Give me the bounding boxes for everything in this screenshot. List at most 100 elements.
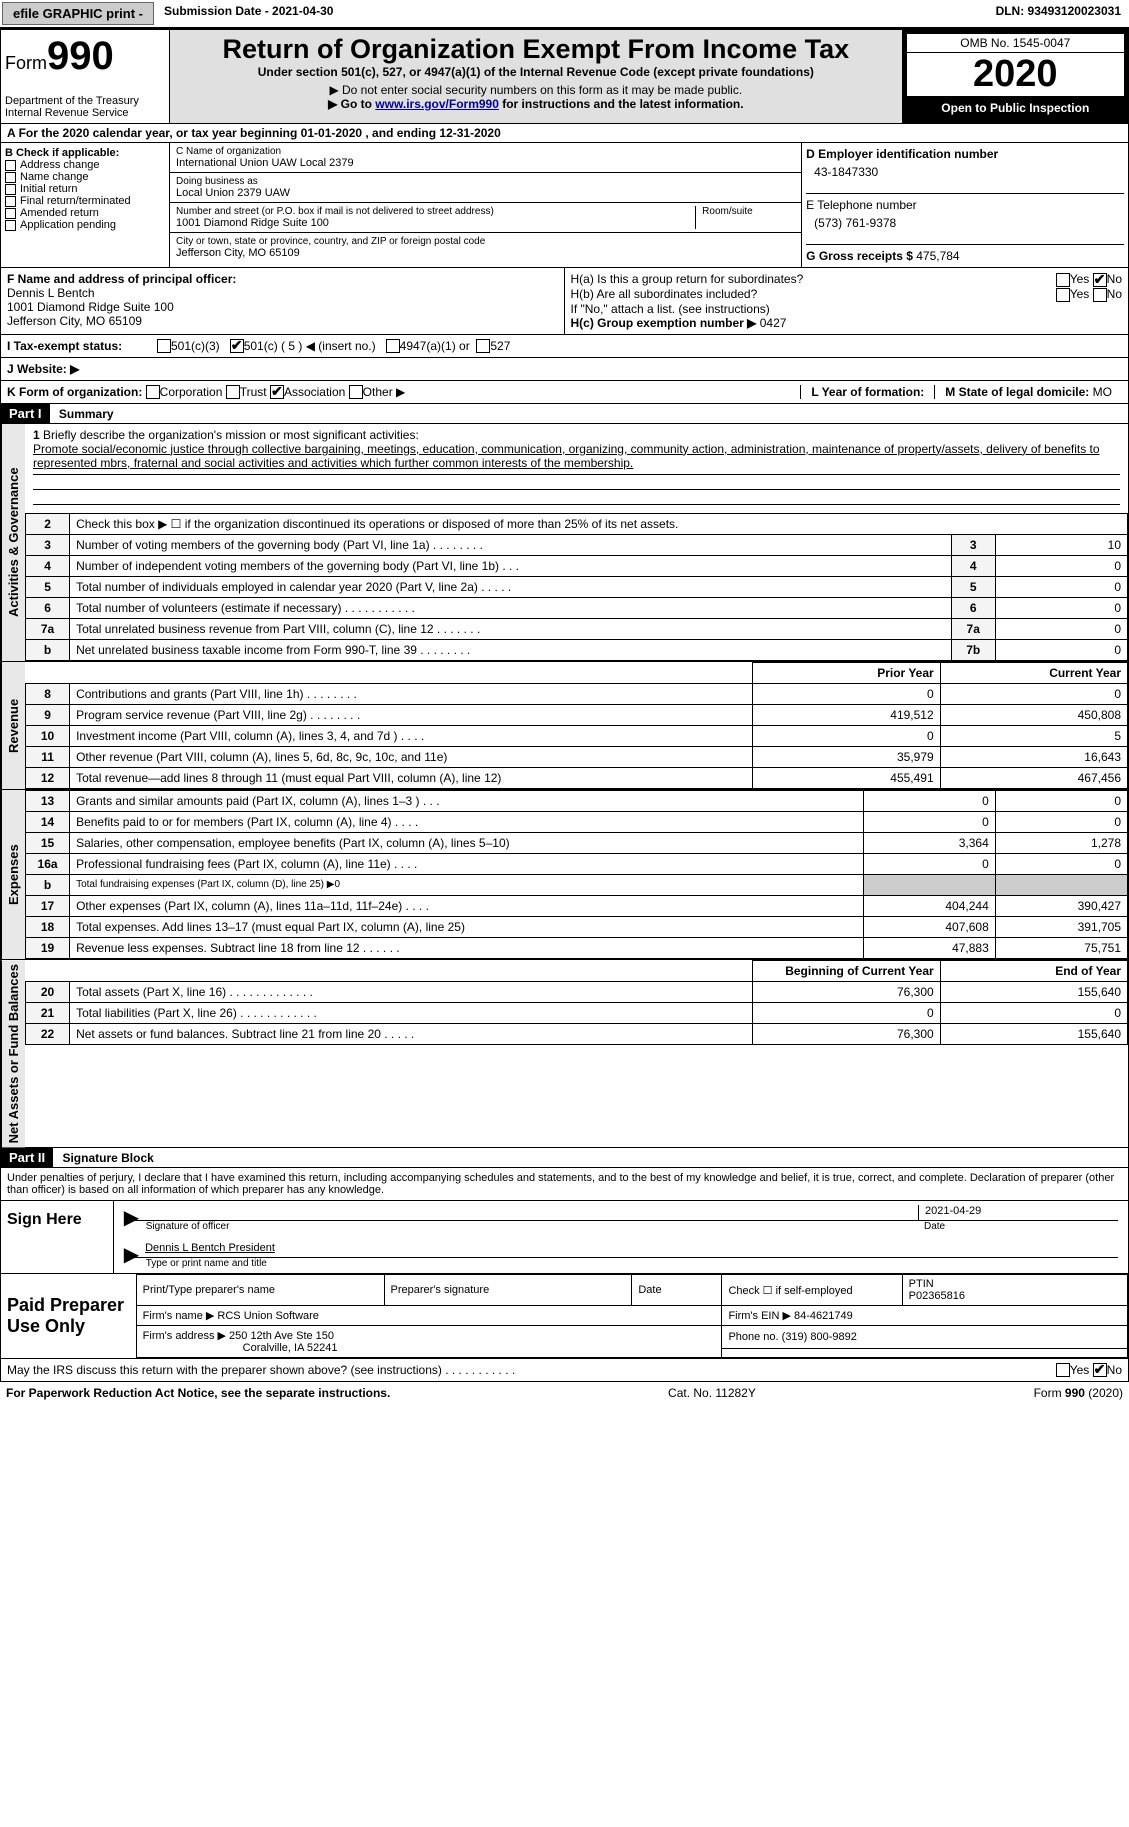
line-a: A For the 2020 calendar year, or tax yea… (0, 124, 1129, 143)
d-label: D Employer identification number (806, 147, 1124, 161)
hb-yes[interactable] (1056, 288, 1070, 302)
prep-phone: (319) 800-9892 (782, 1331, 857, 1343)
hb-no-lbl: No (1107, 287, 1122, 301)
note2: ▶ Go to www.irs.gov/Form990 for instruct… (174, 97, 898, 111)
k-other[interactable] (349, 385, 363, 399)
chk-initial[interactable] (5, 184, 16, 195)
prep-ptin-lbl: PTIN (909, 1278, 934, 1290)
row-1-4: 12Total revenue—add lines 8 through 11 (… (26, 767, 1128, 788)
chk-app[interactable] (5, 220, 16, 231)
dln: DLN: 93493120023031 (988, 0, 1129, 27)
chk-amended[interactable] (5, 208, 16, 219)
row-3-1: 21Total liabilities (Part X, line 26) . … (26, 1002, 1128, 1023)
part-i-title: Summary (53, 405, 120, 423)
form-right: OMB No. 1545-0047 2020 Open to Public In… (903, 30, 1128, 123)
section-bcde: B Check if applicable: Address change Na… (0, 143, 1129, 268)
col-hdr-1: Prior YearCurrent Year (26, 662, 1128, 683)
box-h: H(a) Is this a group return for subordin… (565, 268, 1129, 334)
footer-mid: Cat. No. 11282Y (668, 1386, 756, 1400)
efile-button[interactable]: efile GRAPHIC print - (2, 2, 154, 25)
discuss-no-lbl: No (1107, 1363, 1122, 1377)
m-label: M State of legal domicile: (945, 385, 1089, 399)
row-0-5: 6Total number of volunteers (estimate if… (26, 597, 1128, 618)
k-trust[interactable] (226, 385, 240, 399)
form-title-block: Return of Organization Exempt From Incom… (170, 30, 903, 123)
l-label: L Year of formation: (800, 385, 934, 399)
sig-date: 2021-04-29 (918, 1205, 1118, 1220)
row-0-6: 7aTotal unrelated business revenue from … (26, 618, 1128, 639)
form-header: Form990 Department of the Treasury Inter… (0, 29, 1129, 124)
part-i-body: Activities & Governance1 Briefly describ… (0, 424, 1129, 1148)
prep-chk-lbl: Check ☐ if self-employed (722, 1275, 902, 1306)
row-2-3: 16aProfessional fundraising fees (Part I… (26, 853, 1128, 874)
row-2-0: 13Grants and similar amounts paid (Part … (26, 790, 1128, 811)
discuss-yes-lbl: Yes (1070, 1363, 1090, 1377)
k-corp[interactable] (146, 385, 160, 399)
i-501c3[interactable] (157, 339, 171, 353)
hb-no[interactable] (1093, 288, 1107, 302)
k-assoc[interactable] (270, 385, 284, 399)
row-2-4: bTotal fundraising expenses (Part IX, co… (26, 874, 1128, 895)
open-public: Open to Public Inspection (907, 97, 1124, 119)
row-0-1: 2Check this box ▶ ☐ if the organization … (26, 513, 1128, 534)
chk-name[interactable] (5, 172, 16, 183)
i-4947[interactable] (386, 339, 400, 353)
line-i: I Tax-exempt status: 501(c)(3) 501(c) ( … (0, 335, 1129, 358)
room-lbl: Room/suite (702, 206, 795, 217)
discuss-no[interactable] (1093, 1363, 1107, 1377)
box-b-label: B Check if applicable: (5, 147, 165, 159)
i-opt0: 501(c)(3) (171, 339, 220, 353)
chk-address[interactable] (5, 160, 16, 171)
lbl-initial: Initial return (20, 183, 77, 195)
g-row: G Gross receipts $ 475,784 (806, 249, 1124, 263)
i-opt2: 4947(a)(1) or (400, 339, 470, 353)
section-0: Activities & Governance1 Briefly describ… (0, 424, 1129, 662)
hc-label: H(c) Group exemption number ▶ (571, 316, 757, 330)
k-opt1: Trust (240, 385, 267, 399)
lbl-amended: Amended return (20, 207, 99, 219)
footer-990: 990 (1065, 1386, 1085, 1400)
part-ii-tag: Part II (1, 1148, 53, 1167)
ha-yes[interactable] (1056, 273, 1070, 287)
box-b: B Check if applicable: Address change Na… (1, 143, 170, 267)
city: Jefferson City, MO 65109 (176, 247, 795, 259)
firm-addr1: 250 12th Ave Ste 150 (229, 1330, 334, 1342)
form-left: Form990 Department of the Treasury Inter… (1, 30, 170, 123)
ein: 43-1847330 (806, 161, 1124, 189)
firm-ein: 84-4621749 (794, 1310, 853, 1322)
chk-final[interactable] (5, 196, 16, 207)
ha-label: H(a) Is this a group return for subordin… (571, 272, 804, 287)
sig-caret2-icon: ▶ (124, 1242, 139, 1257)
officer-name: Dennis L Bentch (7, 286, 558, 300)
prep-psig-lbl: Preparer's signature (384, 1275, 632, 1306)
k-opt3: Other ▶ (363, 385, 406, 399)
lbl-name: Name change (20, 171, 89, 183)
part-ii-title: Signature Block (56, 1149, 159, 1167)
discuss-yes[interactable] (1056, 1363, 1070, 1377)
footer-right: Form 990 (2020) (1034, 1386, 1123, 1400)
firm-name-lbl: Firm's name ▶ (143, 1310, 215, 1322)
row-1-1: 9Program service revenue (Part VIII, lin… (26, 704, 1128, 725)
note2a: ▶ Go to (328, 97, 375, 111)
m-val: MO (1093, 385, 1112, 399)
row-3-2: 22Net assets or fund balances. Subtract … (26, 1023, 1128, 1044)
i-501c[interactable] (230, 339, 244, 353)
line-a-text: For the 2020 calendar year, or tax year … (19, 126, 501, 140)
i-label: I Tax-exempt status: (7, 339, 157, 353)
part-i-tag: Part I (1, 404, 50, 423)
discuss-row: May the IRS discuss this return with the… (0, 1359, 1129, 1382)
row-1-3: 11Other revenue (Part VIII, column (A), … (26, 746, 1128, 767)
i-527[interactable] (476, 339, 490, 353)
firm-addr2: Coralville, IA 52241 (243, 1342, 338, 1354)
sig-officer-lbl: Signature of officer (146, 1221, 230, 1232)
form-990-number: 990 (47, 34, 114, 78)
phone: (573) 761-9378 (806, 212, 1124, 240)
form-subtitle: Under section 501(c), 527, or 4947(a)(1)… (174, 65, 898, 79)
dba-lbl: Doing business as (176, 176, 795, 187)
org-name: International Union UAW Local 2379 (176, 157, 795, 169)
vert-label-1: Revenue (1, 662, 25, 789)
officer-addr: 1001 Diamond Ridge Suite 100 (7, 300, 558, 314)
ha-no[interactable] (1093, 273, 1107, 287)
row-1-2: 10Investment income (Part VIII, column (… (26, 725, 1128, 746)
irs-link[interactable]: www.irs.gov/Form990 (375, 97, 499, 111)
